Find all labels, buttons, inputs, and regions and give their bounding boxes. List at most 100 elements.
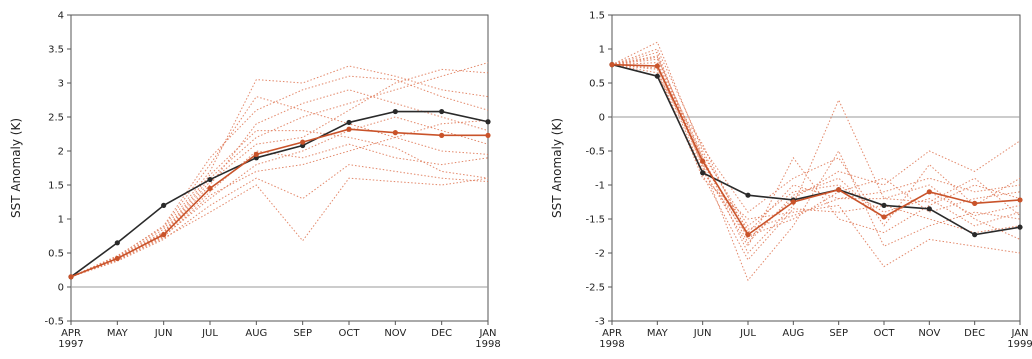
ensemble-mean-point bbox=[609, 62, 615, 68]
observed-point bbox=[1017, 224, 1023, 230]
y-tick-label: -2.5 bbox=[585, 283, 605, 294]
y-tick-label: -1.5 bbox=[585, 215, 605, 226]
observed-line bbox=[70, 110, 489, 278]
y-tick-label: 1.5 bbox=[589, 11, 605, 22]
ensemble-member-line bbox=[611, 55, 1021, 282]
ensemble-mean-point bbox=[300, 139, 306, 145]
y-tick-label: 0.5 bbox=[48, 249, 64, 260]
ensemble-member-line bbox=[611, 64, 1021, 237]
ensemble-mean-point bbox=[745, 232, 751, 238]
plot-frame bbox=[611, 14, 1021, 322]
ensemble-mean-point bbox=[881, 214, 887, 220]
observed-point bbox=[346, 119, 352, 126]
ensemble-member-line bbox=[70, 164, 489, 278]
x-tick-label: JUN bbox=[154, 328, 173, 339]
ensemble-mean-point bbox=[1017, 197, 1023, 203]
x-tick-label: DEC bbox=[431, 328, 452, 339]
ensemble-mean-point bbox=[346, 126, 352, 132]
ensemble-mean-line bbox=[70, 128, 488, 278]
ensemble-member-line bbox=[70, 68, 489, 278]
ensemble-mean-point bbox=[439, 132, 445, 138]
y-tick-label: 1.5 bbox=[48, 181, 64, 192]
ensemble-member-line bbox=[70, 75, 489, 278]
y-tick-label: 0.5 bbox=[589, 79, 605, 90]
observed-point bbox=[392, 108, 398, 115]
x-tick-label: SEP bbox=[293, 328, 312, 339]
x-tick-label: AUG bbox=[782, 328, 804, 339]
ensemble-member-line bbox=[70, 130, 489, 278]
ensemble-member-line bbox=[70, 62, 489, 278]
y-axis-label: SST Anomaly (K) bbox=[550, 118, 564, 218]
y-tick-label: 1 bbox=[599, 45, 605, 56]
ensemble-mean-line bbox=[611, 63, 1021, 236]
ensemble-mean-point bbox=[972, 200, 978, 206]
y-tick-label: -2 bbox=[595, 249, 605, 260]
ensemble-member-line bbox=[611, 64, 1021, 241]
y-tick-label: 4 bbox=[58, 11, 64, 22]
x-tick-label: APR bbox=[61, 328, 81, 339]
ensemble-member-line bbox=[611, 41, 1021, 234]
ensemble-member-line bbox=[611, 64, 1021, 230]
y-tick-label: 3 bbox=[58, 79, 64, 90]
ensemble-member-line bbox=[611, 56, 1021, 244]
x-year-label-end: 1998 bbox=[475, 339, 500, 350]
observed-line bbox=[611, 63, 1021, 236]
observed-point bbox=[439, 108, 445, 115]
x-tick-label: MAY bbox=[647, 328, 669, 339]
observed-point bbox=[745, 192, 751, 198]
x-tick-label: NOV bbox=[918, 328, 940, 339]
ensemble-mean-point bbox=[68, 274, 74, 280]
ensemble-member-line bbox=[70, 143, 489, 278]
x-tick-label: JUL bbox=[201, 328, 218, 339]
x-tick-label: OCT bbox=[874, 328, 896, 339]
ensemble-member-line bbox=[70, 119, 489, 278]
x-tick-label: APR bbox=[602, 328, 622, 339]
x-tick-label: JAN bbox=[478, 328, 496, 339]
y-tick-label: -3 bbox=[595, 317, 605, 328]
y-tick-label: -1 bbox=[595, 181, 605, 192]
x-tick-label: MAY bbox=[107, 328, 129, 339]
ensemble-member-line bbox=[611, 51, 1021, 248]
x-tick-label: DEC bbox=[964, 328, 985, 339]
ensemble-member-line bbox=[611, 62, 1021, 254]
ensemble-mean-point bbox=[700, 158, 706, 164]
x-year-label-start: 1998 bbox=[599, 339, 624, 350]
x-tick-label: JUL bbox=[739, 328, 756, 339]
observed-point bbox=[161, 202, 167, 208]
y-tick-label: 2 bbox=[58, 147, 64, 158]
ensemble-member-line bbox=[70, 116, 489, 278]
ensemble-member-line bbox=[611, 58, 1021, 227]
y-tick-label: 0 bbox=[58, 283, 64, 294]
observed-point bbox=[926, 206, 932, 212]
observed-point bbox=[654, 73, 660, 79]
observed-point bbox=[207, 176, 213, 183]
plot-frame bbox=[70, 14, 489, 322]
ensemble-mean-point bbox=[253, 151, 259, 157]
x-tick-label: JAN bbox=[1010, 328, 1028, 339]
x-year-label-start: 1997 bbox=[58, 339, 83, 350]
observed-point bbox=[485, 119, 491, 125]
observed-point bbox=[700, 170, 706, 176]
ensemble-mean-point bbox=[485, 132, 491, 138]
ensemble-mean-point bbox=[207, 185, 213, 191]
y-tick-label: 3.5 bbox=[48, 45, 64, 56]
ensemble-mean-point bbox=[654, 63, 660, 69]
y-tick-label: 2.5 bbox=[48, 113, 64, 124]
ensemble-mean-point bbox=[926, 189, 932, 195]
observed-point bbox=[114, 240, 120, 246]
observed-point bbox=[972, 232, 978, 238]
x-tick-label: JUN bbox=[693, 328, 712, 339]
ensemble-member-line bbox=[70, 89, 489, 278]
ensemble-mean-point bbox=[114, 255, 120, 262]
observed-point bbox=[881, 202, 887, 208]
chart-panel-2: -3 -2.5 -2 -1.5 -1 -0.5 0 0.5 1 1.5 APR MAY JUN JUL AU… bbox=[550, 11, 1032, 351]
ensemble-mean-point bbox=[161, 232, 167, 238]
y-axis-label: SST Anomaly (K) bbox=[9, 118, 23, 218]
x-tick-label: AUG bbox=[245, 328, 267, 339]
y-tick-label: -0.5 bbox=[585, 147, 605, 158]
ensemble-member-line bbox=[70, 96, 489, 278]
y-tick-label: -0.5 bbox=[44, 317, 64, 328]
ensemble-member-line bbox=[70, 65, 489, 278]
y-tick-label: 1 bbox=[58, 215, 64, 226]
